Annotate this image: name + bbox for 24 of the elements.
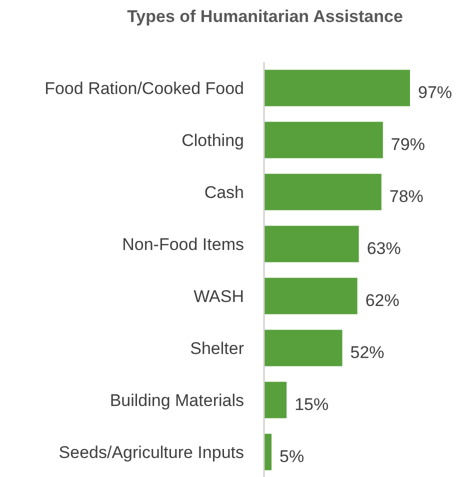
data-label: 79% bbox=[390, 134, 425, 154]
data-label: 63% bbox=[366, 238, 401, 258]
y-tick-label: Shelter bbox=[190, 338, 244, 358]
data-label: 62% bbox=[365, 290, 400, 310]
y-tick-label: Non-Food Items bbox=[122, 234, 244, 254]
y-tick-label: WASH bbox=[194, 286, 244, 306]
data-label: 52% bbox=[350, 342, 384, 362]
data-label: 15% bbox=[294, 394, 329, 414]
data-label: 5% bbox=[280, 446, 304, 466]
y-tick-label: Cash bbox=[204, 182, 244, 202]
bar bbox=[264, 330, 342, 366]
bar bbox=[264, 382, 287, 418]
bar bbox=[264, 70, 410, 106]
data-label: 97% bbox=[418, 82, 452, 102]
bar bbox=[264, 226, 359, 262]
y-tick-label: Seeds/Agriculture Inputs bbox=[58, 442, 244, 462]
y-tick-label: Clothing bbox=[182, 130, 244, 150]
y-tick-label: Building Materials bbox=[110, 390, 244, 410]
chart-title: Types of Humanitarian Assistance bbox=[127, 7, 403, 26]
bar bbox=[264, 122, 383, 158]
y-tick-label: Food Ration/Cooked Food bbox=[44, 78, 244, 98]
bar bbox=[264, 174, 382, 210]
bar bbox=[264, 278, 358, 314]
data-label: 78% bbox=[389, 186, 424, 206]
